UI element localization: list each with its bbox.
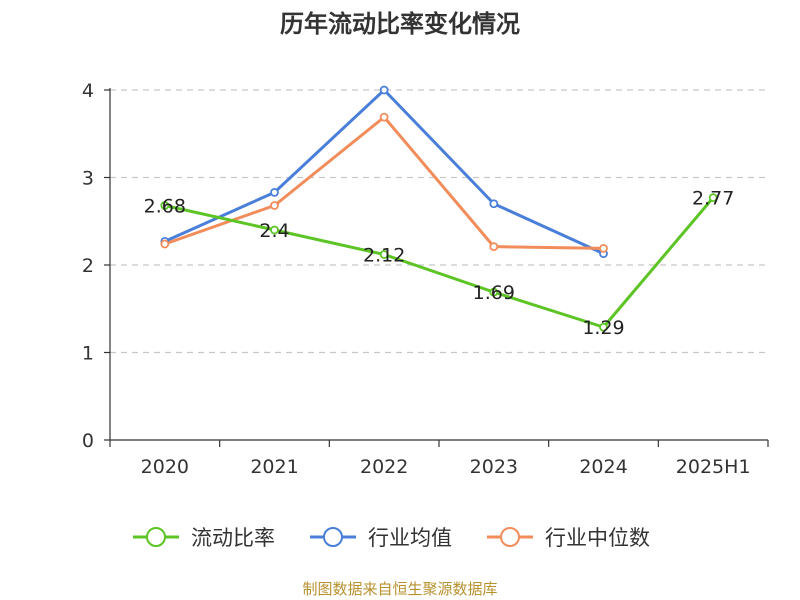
axes: 0 1 2 3 4 2020 2021 2022 2023 2024 2025H1 [82, 80, 769, 478]
y-tick-label: 0 [82, 430, 94, 452]
x-tick-label: 2021 [250, 456, 298, 478]
y-tick-label: 2 [82, 255, 94, 277]
x-tick-label: 2022 [360, 456, 408, 478]
series-line-2 [164, 115, 604, 250]
data-point [270, 187, 279, 197]
series-lines [164, 88, 715, 329]
legend-marker [146, 527, 166, 547]
legend-marker [500, 527, 520, 547]
legend-label: 流动比率 [191, 526, 275, 550]
data-label: 2.4 [259, 220, 289, 242]
y-tick-label: 4 [82, 80, 94, 102]
data-label: 1.29 [582, 317, 624, 339]
data-label: 1.69 [473, 282, 515, 304]
data-point [379, 112, 389, 122]
x-tick-label: 2025H1 [676, 456, 751, 478]
chart-title: 历年流动比率变化情况 [280, 10, 520, 38]
x-tick-label: 2020 [141, 456, 189, 478]
y-tick-label: 1 [82, 343, 94, 365]
legend: 流动比率 行业均值 行业中位数 [133, 526, 650, 550]
data-point [270, 201, 279, 210]
data-label: 2.68 [144, 196, 186, 218]
data-point [489, 287, 499, 297]
x-tick-label: 2023 [470, 456, 518, 478]
data-labels: 2.68 2.4 2.12 1.69 1.29 2.77 [144, 188, 735, 340]
data-point [379, 250, 389, 259]
data-point [489, 199, 499, 209]
data-point [599, 322, 608, 332]
legend-item: 行业均值 [310, 526, 452, 550]
legend-item: 流动比率 [133, 526, 275, 550]
data-point [489, 242, 499, 252]
data-label: 2.77 [692, 188, 734, 210]
data-point [270, 225, 279, 235]
data-point [708, 193, 718, 203]
series-points [160, 85, 718, 332]
y-tick-label: 3 [82, 168, 94, 190]
data-point [379, 85, 389, 95]
data-label: 2.12 [363, 245, 405, 267]
data-point [599, 243, 608, 253]
series-line-0 [164, 196, 715, 329]
data-point [160, 239, 170, 249]
data-point [160, 201, 170, 210]
legend-label: 行业均值 [368, 526, 452, 550]
legend-item: 行业中位数 [487, 526, 650, 550]
legend-marker [323, 527, 343, 547]
x-tick-label: 2024 [579, 456, 627, 478]
legend-label: 行业中位数 [545, 526, 650, 550]
source-note: 制图数据来自恒生聚源数据库 [302, 580, 497, 598]
